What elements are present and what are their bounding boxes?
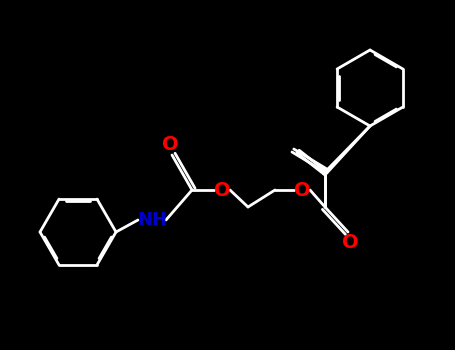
Text: O: O: [214, 181, 230, 199]
Text: O: O: [342, 232, 359, 252]
Text: O: O: [162, 135, 178, 154]
Text: O: O: [293, 181, 310, 199]
Text: NH: NH: [137, 211, 167, 229]
